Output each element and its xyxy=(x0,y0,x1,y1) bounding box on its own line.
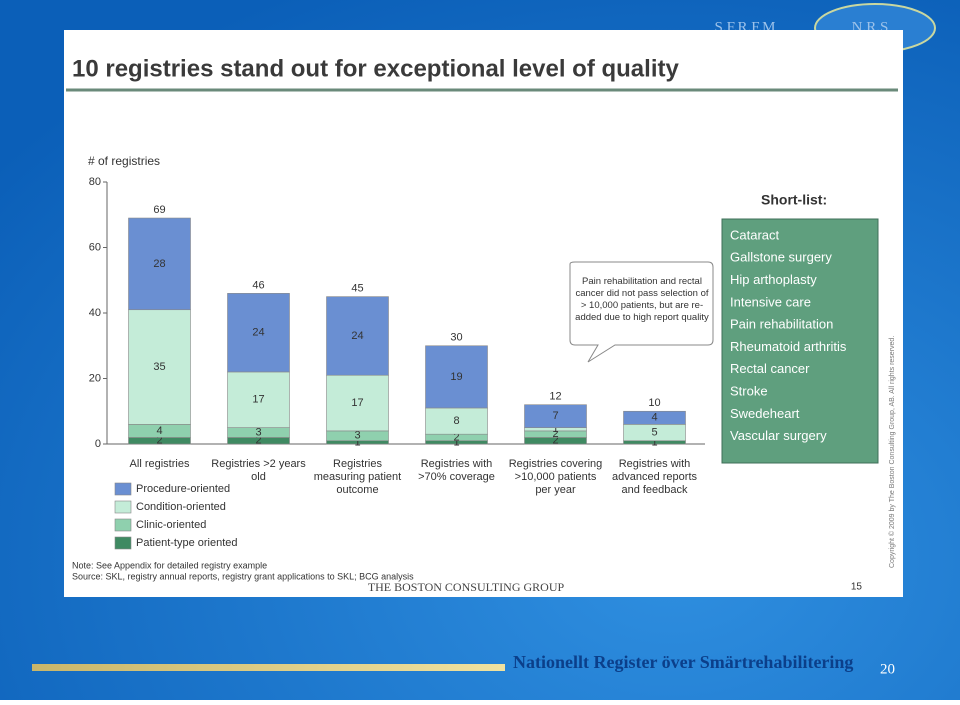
bar-segment xyxy=(425,407,488,435)
footer-title: Nationellt Register över Smärtrehabilite… xyxy=(513,652,853,672)
x-tick-label: Registries >2 years old xyxy=(211,458,306,483)
total-label: 12 xyxy=(549,391,561,403)
segment-label: 5 xyxy=(651,426,657,438)
short-list-item: Vascular surgery xyxy=(730,428,827,443)
segment-label: 17 xyxy=(252,394,264,406)
x-tick-label: All registries xyxy=(129,458,190,470)
segment-label: 2 xyxy=(552,428,558,440)
y-tick-label: 80 xyxy=(89,176,101,188)
y-tick-label: 60 xyxy=(89,241,101,253)
note: Note: See Appendix for detailed registry… xyxy=(72,560,267,570)
total-label: 30 xyxy=(450,332,462,344)
x-tick-box: Registries with >70% coverage xyxy=(418,458,495,483)
short-list-item: Stroke xyxy=(730,384,768,399)
chart-title: 10 registries stand out for exceptional … xyxy=(72,55,679,82)
annotation: Pain rehabilitation and rectal cancer di… xyxy=(575,276,709,323)
x-tick-box: Registries with advanced reports and fee… xyxy=(612,458,697,496)
copyright: Copyright © 2009 by The Boston Consultin… xyxy=(888,336,896,568)
short-list-item: Pain rehabilitation xyxy=(730,317,833,332)
segment-label: 28 xyxy=(153,258,165,270)
segment-label: 1 xyxy=(552,423,558,435)
segment-label: 1 xyxy=(354,436,360,448)
short-list-item: Cataract xyxy=(730,227,780,242)
y-tick-label: 20 xyxy=(89,372,101,384)
segment-label: 24 xyxy=(351,330,363,342)
total-label: 45 xyxy=(351,283,363,295)
segment-label: 2 xyxy=(255,435,261,447)
bar-segment xyxy=(326,374,389,432)
legend-swatch xyxy=(114,518,132,532)
segment-label: 2 xyxy=(156,435,162,447)
short-list-item: Hip arthoplasty xyxy=(730,272,817,287)
total-label: 46 xyxy=(252,279,264,291)
segment-label: 24 xyxy=(252,327,264,339)
bcg-logo: THE BOSTON CONSULTING GROUP xyxy=(368,580,565,594)
segment-label: 7 xyxy=(552,410,558,422)
legend-label: Procedure-oriented xyxy=(136,483,230,495)
short-list-title: Short-list: xyxy=(761,192,827,208)
segment-label: 2 xyxy=(453,431,459,443)
segment-label: 1 xyxy=(453,436,459,448)
total-label: 69 xyxy=(153,204,165,216)
total-label: 10 xyxy=(648,397,660,409)
segment-label: 35 xyxy=(153,361,165,373)
y-tick-label: 40 xyxy=(89,307,101,319)
bar-segment xyxy=(227,371,290,428)
page-number: 15 xyxy=(851,582,863,593)
legend-label: Condition-oriented xyxy=(136,501,226,513)
y-axis-label: # of registries xyxy=(88,154,160,168)
segment-label: 1 xyxy=(651,436,657,448)
x-tick-label: Registries with >70% coverage xyxy=(418,458,495,483)
bar-segment xyxy=(524,404,587,428)
y-tick-label: 0 xyxy=(95,438,101,450)
short-list-item: Gallstone surgery xyxy=(730,250,832,265)
segment-label: 3 xyxy=(354,430,360,442)
source: Source: SKL, registry annual reports, re… xyxy=(72,571,414,581)
short-list-box xyxy=(721,218,879,464)
callout-bubble xyxy=(569,261,714,363)
short-list-items: Cataract Gallstone surgery Hip arthoplasty… xyxy=(730,227,847,443)
x-tick-box: Registries measuring patient outcome xyxy=(313,458,402,496)
footer-bar xyxy=(32,664,505,671)
bar-segment xyxy=(128,217,191,311)
segment-label: 2 xyxy=(552,435,558,447)
x-tick-label: Registries covering >10,000 patients per… xyxy=(508,458,603,496)
bar-segment xyxy=(425,345,488,409)
segment-label: 8 xyxy=(453,415,459,427)
short-list-item: Swedeheart xyxy=(730,406,800,421)
x-tick-box: All registries xyxy=(129,458,190,470)
legend-label: Clinic-oriented xyxy=(136,519,206,531)
short-list-item: Rheumatoid arthritis xyxy=(730,339,847,354)
legend-swatch xyxy=(114,536,132,550)
short-list-item: Rectal cancer xyxy=(730,361,810,376)
segment-label: 4 xyxy=(156,425,162,437)
segment-label: 3 xyxy=(255,426,261,438)
bar-segment xyxy=(623,410,686,425)
annotation-box: Pain rehabilitation and rectal cancer di… xyxy=(575,276,709,323)
segment-label: 19 xyxy=(450,371,462,383)
legend-swatch xyxy=(114,482,132,496)
segment-label: 17 xyxy=(351,397,363,409)
bar-segment xyxy=(326,296,389,376)
slide-number: 20 xyxy=(880,661,895,677)
segment-label: 4 xyxy=(651,412,657,424)
short-list-item: Intensive care xyxy=(730,294,811,309)
x-tick-label: Registries measuring patient outcome xyxy=(313,458,402,496)
bar-segment xyxy=(227,293,290,373)
bar-segment xyxy=(128,309,191,425)
legend-label: Patient-type oriented xyxy=(136,537,238,549)
x-tick-box: Registries covering >10,000 patients per… xyxy=(508,458,603,496)
legend-swatch xyxy=(114,500,132,514)
x-tick-box: Registries >2 years old xyxy=(211,458,306,483)
x-tick-label: Registries with advanced reports and fee… xyxy=(612,458,697,496)
